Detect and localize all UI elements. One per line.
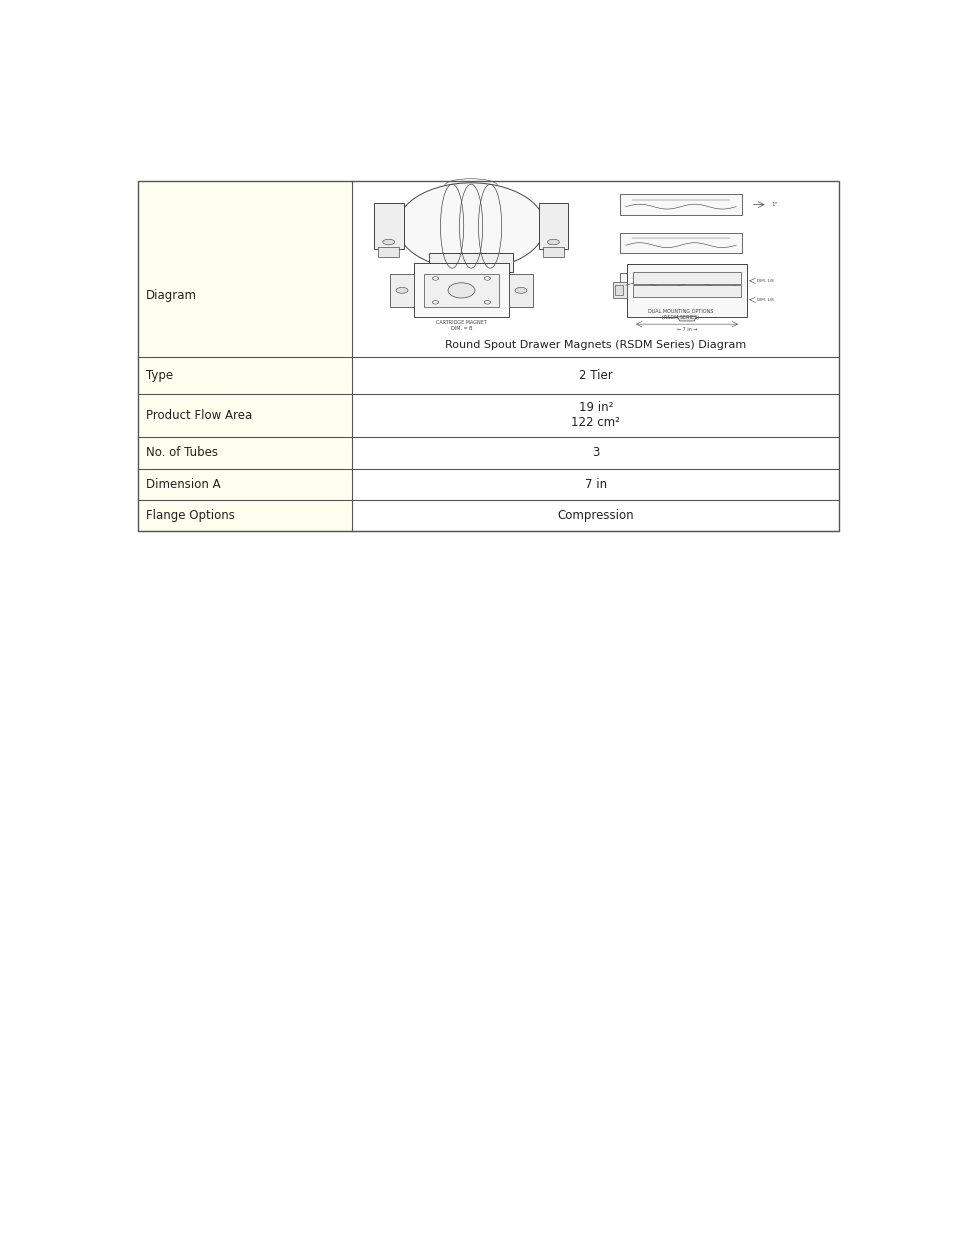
Bar [390,274,414,306]
Bar [138,357,352,394]
Bar [619,233,741,253]
Bar [352,357,839,394]
Text: DIM. 1/8: DIM. 1/8 [756,279,773,283]
Bar [619,273,741,293]
Text: DUAL MOUNTING OPTIONS
(RSDM SERIES): DUAL MOUNTING OPTIONS (RSDM SERIES) [648,309,713,320]
Text: DIM. 1/8: DIM. 1/8 [756,298,773,301]
Bar [538,203,568,249]
Bar [378,247,398,257]
Text: Dimension A: Dimension A [146,478,220,490]
Text: Flange Options: Flange Options [146,509,234,522]
Ellipse shape [547,240,558,245]
Bar [542,247,563,257]
Polygon shape [677,316,696,321]
Ellipse shape [382,240,395,245]
Bar [509,274,533,306]
Bar [374,203,403,249]
Ellipse shape [448,283,475,298]
Bar [138,500,352,531]
Text: Diagram: Diagram [146,289,196,303]
Text: 19 in²
122 cm²: 19 in² 122 cm² [571,401,619,430]
Ellipse shape [395,288,408,293]
Bar [138,182,352,357]
Text: 2 Tier: 2 Tier [578,369,612,382]
Ellipse shape [484,300,490,304]
Text: 7 in: 7 in [584,478,606,490]
Bar [633,272,740,284]
Text: No. of Tubes: No. of Tubes [146,447,217,459]
Text: ← 7 in →: ← 7 in → [676,327,697,332]
Text: Product Flow Area: Product Flow Area [146,409,252,422]
Bar [352,394,839,437]
Bar [138,468,352,500]
Ellipse shape [432,277,438,280]
Ellipse shape [515,288,526,293]
Bar [614,285,622,295]
Ellipse shape [396,183,544,269]
Text: CARTRIDGE MAGNET
DIM. = B: CARTRIDGE MAGNET DIM. = B [436,320,486,331]
Bar [612,283,626,299]
Text: Compression: Compression [557,509,634,522]
Ellipse shape [432,300,438,304]
Bar [138,437,352,468]
Bar [429,253,513,272]
Bar [626,264,746,316]
Bar [138,182,839,531]
Bar [633,285,740,296]
Text: 3: 3 [592,447,598,459]
Bar [619,194,741,215]
Bar [352,468,839,500]
Bar [138,394,352,437]
Text: Type: Type [146,369,172,382]
Bar [352,500,839,531]
Ellipse shape [484,277,490,280]
Bar [413,263,509,317]
Bar [352,437,839,468]
Bar [352,182,839,357]
Text: Round Spout Drawer Magnets (RSDM Series) Diagram: Round Spout Drawer Magnets (RSDM Series)… [445,340,745,350]
Bar [424,274,498,308]
Text: 1": 1" [771,203,777,207]
